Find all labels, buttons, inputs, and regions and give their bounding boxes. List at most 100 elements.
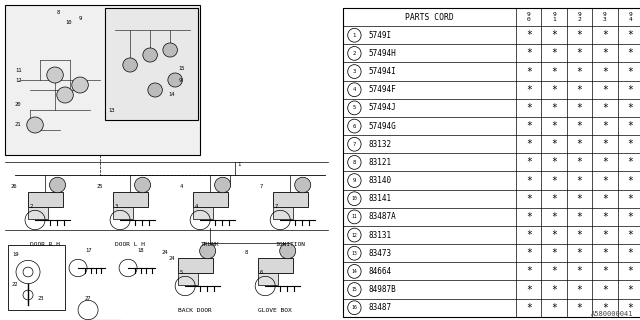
Text: *: * (602, 30, 608, 40)
Text: 6: 6 (353, 124, 356, 129)
Text: *: * (526, 303, 532, 313)
Text: *: * (602, 103, 608, 113)
Text: 11: 11 (15, 68, 22, 73)
Text: *: * (526, 139, 532, 149)
Text: *: * (627, 139, 634, 149)
Text: 57494H: 57494H (369, 49, 397, 58)
Text: 5: 5 (353, 105, 356, 110)
Text: 23: 23 (38, 295, 45, 300)
Text: *: * (627, 103, 634, 113)
Text: 9
4: 9 4 (628, 12, 632, 22)
Circle shape (280, 243, 296, 259)
Text: *: * (551, 284, 557, 294)
Text: *: * (577, 121, 582, 131)
Text: 8: 8 (353, 160, 356, 165)
Text: 7: 7 (353, 142, 356, 147)
Bar (8, 245, 65, 310)
Text: 13: 13 (108, 108, 115, 113)
Text: 14: 14 (351, 269, 357, 274)
Text: *: * (526, 212, 532, 222)
Bar (258, 258, 292, 273)
Text: *: * (551, 48, 557, 59)
Text: 6: 6 (260, 270, 263, 276)
Bar (258, 273, 278, 285)
Text: *: * (602, 139, 608, 149)
Text: 5: 5 (180, 270, 183, 276)
Circle shape (49, 177, 65, 193)
Text: *: * (627, 230, 634, 240)
Text: 18: 18 (137, 248, 143, 253)
Text: *: * (627, 194, 634, 204)
Text: 83487A: 83487A (369, 212, 397, 221)
Text: *: * (602, 303, 608, 313)
Text: 9: 9 (79, 15, 82, 20)
Text: *: * (526, 30, 532, 40)
Text: 26: 26 (11, 185, 17, 189)
Circle shape (143, 48, 157, 62)
Text: 15: 15 (351, 287, 357, 292)
Text: 22: 22 (12, 283, 19, 287)
Text: *: * (577, 139, 582, 149)
Text: *: * (577, 266, 582, 276)
Text: 2: 2 (30, 204, 33, 210)
Text: *: * (627, 176, 634, 186)
Bar (113, 192, 148, 207)
Text: *: * (526, 121, 532, 131)
Text: 24: 24 (168, 255, 175, 260)
Text: 10: 10 (351, 196, 357, 201)
Text: 16: 16 (351, 305, 357, 310)
Text: *: * (627, 48, 634, 59)
Text: 83141: 83141 (369, 194, 392, 203)
Bar (113, 207, 132, 219)
Text: 8: 8 (56, 10, 60, 14)
Circle shape (72, 77, 88, 93)
Text: *: * (551, 157, 557, 167)
Text: 21: 21 (15, 123, 22, 127)
Text: *: * (627, 266, 634, 276)
Text: 9
3: 9 3 (603, 12, 607, 22)
Text: 57494J: 57494J (369, 103, 397, 112)
Circle shape (123, 58, 138, 72)
Circle shape (200, 243, 216, 259)
Text: 13: 13 (351, 251, 357, 256)
Text: 20: 20 (15, 102, 22, 108)
Text: 27: 27 (85, 296, 92, 301)
Bar (5, 5, 200, 155)
Text: *: * (526, 284, 532, 294)
Text: 83140: 83140 (369, 176, 392, 185)
Text: *: * (551, 303, 557, 313)
Text: 3: 3 (115, 204, 118, 210)
Text: 11: 11 (351, 214, 357, 220)
Text: 9
2: 9 2 (578, 12, 582, 22)
Text: *: * (627, 121, 634, 131)
Text: *: * (577, 48, 582, 59)
Text: 84987B: 84987B (369, 285, 397, 294)
Bar (273, 207, 292, 219)
Circle shape (27, 117, 44, 133)
Text: *: * (551, 194, 557, 204)
Text: *: * (551, 176, 557, 186)
Text: GLOVE BOX: GLOVE BOX (259, 308, 292, 313)
Text: 10: 10 (65, 20, 71, 25)
Text: *: * (577, 157, 582, 167)
Text: *: * (577, 230, 582, 240)
Text: *: * (602, 230, 608, 240)
Text: *: * (526, 176, 532, 186)
Text: *: * (526, 157, 532, 167)
Text: *: * (602, 248, 608, 258)
Text: *: * (577, 103, 582, 113)
Text: 84664: 84664 (369, 267, 392, 276)
Text: 4: 4 (353, 87, 356, 92)
Text: 57494G: 57494G (369, 122, 397, 131)
Text: *: * (577, 194, 582, 204)
Text: A580000041: A580000041 (591, 311, 634, 317)
Circle shape (148, 83, 163, 97)
Text: *: * (602, 176, 608, 186)
Text: *: * (627, 212, 634, 222)
Text: *: * (551, 85, 557, 95)
Text: *: * (551, 230, 557, 240)
Text: *: * (602, 48, 608, 59)
Text: 12: 12 (351, 233, 357, 237)
Text: DOOR L H: DOOR L H (115, 242, 145, 247)
Circle shape (294, 177, 311, 193)
